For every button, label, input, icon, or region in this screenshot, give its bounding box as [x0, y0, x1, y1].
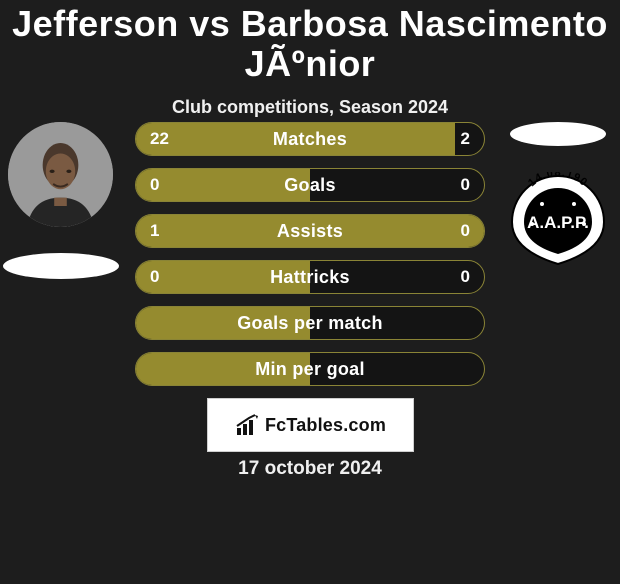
stat-row-matches: Matches222: [135, 122, 485, 156]
page-title: Jefferson vs Barbosa Nascimento JÃºnior: [0, 4, 620, 83]
stat-row-goals: Goals0 0: [135, 168, 485, 202]
stat-value-right: 2: [461, 123, 470, 155]
page-subtitle: Club competitions, Season 2024: [0, 97, 620, 118]
footer-date: 17 october 2024: [0, 458, 620, 480]
stat-rows: Matches222Goals00Assists10Hattricks00Goa…: [0, 122, 620, 386]
stat-label: Goals: [136, 169, 484, 201]
site-logo-box: FcTables.com: [207, 398, 414, 452]
bars-up-icon: [235, 413, 259, 437]
stat-label: Goals per match: [136, 307, 484, 339]
stat-row-goals-per-match: Goals per match: [135, 306, 485, 340]
stat-value-left: 1: [150, 215, 159, 247]
stat-label: Min per goal: [136, 353, 484, 385]
stat-label: Hattricks: [136, 261, 484, 293]
stat-row-assists: Assists1 0: [135, 214, 485, 248]
stat-label: Matches: [136, 123, 484, 155]
site-name: FcTables.com: [265, 415, 386, 436]
stat-value-left: 22: [150, 123, 169, 155]
stat-row-min-per-goal: Min per goal: [135, 352, 485, 386]
stat-value-right: 0: [461, 215, 470, 247]
stat-value-left: 0: [150, 261, 159, 293]
stat-label: Assists: [136, 215, 484, 247]
stat-value-left: 0: [150, 169, 159, 201]
stat-row-hattricks: Hattricks0 0: [135, 260, 485, 294]
stat-value-right: 0: [461, 169, 470, 201]
stat-value-right: 0: [461, 261, 470, 293]
